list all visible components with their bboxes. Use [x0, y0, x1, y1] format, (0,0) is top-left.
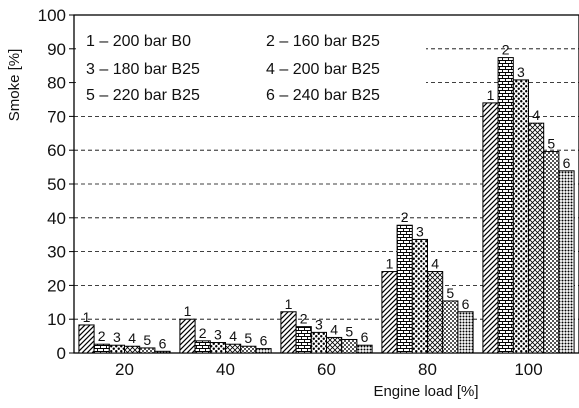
y-tick-label-90: 90	[47, 40, 66, 59]
bar-load60-series1	[280, 311, 297, 354]
legend-item-2: 2 – 160 bar B25	[266, 33, 380, 50]
bar-label-load40-series6: 6	[260, 333, 268, 349]
bar-load80-series3	[411, 238, 428, 354]
bar-label-load60-series2: 2	[300, 311, 308, 327]
bar-label-load80-series1: 1	[386, 256, 394, 272]
bar-load40-series6	[255, 348, 272, 354]
y-tick-label-100: 100	[38, 6, 66, 25]
bar-load20-series5	[139, 347, 156, 354]
bar-label-load20-series6: 6	[159, 335, 167, 351]
bar-load60-series3	[310, 331, 327, 354]
bar-load80-series6	[457, 311, 474, 354]
bar-label-load100-series2: 2	[502, 42, 510, 58]
bar-label-load20-series2: 2	[98, 328, 106, 344]
bar-label-load80-series6: 6	[462, 296, 470, 312]
bar-load100-series3	[512, 79, 529, 354]
bar-load40-series5	[240, 345, 257, 354]
bar-load20-series2	[93, 343, 110, 354]
bar-load100-series6	[558, 170, 575, 354]
y-tick-label-60: 60	[47, 141, 66, 160]
x-tick-label-20: 20	[115, 360, 134, 379]
axis-ticks: 0 10 20 30 40 50 60 70 80 90 100 20 40 60 80 100	[38, 6, 543, 379]
x-tick-label-60: 60	[317, 360, 336, 379]
bar-load60-series6	[356, 344, 373, 354]
bar-label-load60-series6: 6	[361, 329, 369, 345]
bar-label-load40-series5: 5	[244, 330, 252, 346]
bar-label-load80-series3: 3	[416, 223, 424, 239]
bar-load20-series6	[154, 350, 171, 354]
legend-background	[76, 24, 426, 108]
bar-label-load40-series1: 1	[184, 303, 192, 319]
y-tick-label-50: 50	[47, 175, 66, 194]
bar-label-load20-series1: 1	[83, 309, 91, 325]
bar-label-load40-series2: 2	[199, 325, 207, 341]
legend-item-1: 1 – 200 bar B0	[86, 33, 191, 50]
y-tick-label-30: 30	[47, 243, 66, 262]
bar-label-load60-series1: 1	[285, 296, 293, 312]
bar-load100-series2	[497, 57, 514, 354]
y-tick-label-10: 10	[47, 310, 66, 329]
y-tick-label-40: 40	[47, 209, 66, 228]
bar-load80-series5	[442, 300, 459, 354]
y-tick-label-80: 80	[47, 74, 66, 93]
legend: 1 – 200 bar B0 2 – 160 bar B25 3 – 180 b…	[76, 24, 426, 108]
bar-label-load60-series4: 4	[330, 321, 338, 337]
bar-load60-series4	[326, 336, 343, 354]
bar-load20-series3	[108, 344, 126, 354]
bar-load40-series1	[179, 318, 196, 354]
x-tick-label-40: 40	[216, 360, 235, 379]
bar-load60-series2	[295, 326, 312, 354]
bar-label-load80-series2: 2	[401, 209, 409, 225]
bar-label-load80-series4: 4	[431, 256, 439, 272]
bar-load40-series3	[209, 342, 227, 354]
legend-item-6: 6 – 240 bar B25	[266, 87, 380, 104]
bar-load80-series2	[396, 224, 413, 354]
y-tick-label-0: 0	[57, 344, 66, 363]
bar-label-load20-series3: 3	[113, 329, 121, 345]
bar-label-load60-series3: 3	[315, 316, 323, 332]
bar-load80-series4	[427, 271, 444, 354]
y-axis-title: Smoke [%]	[6, 49, 23, 122]
bar-load40-series2	[194, 340, 211, 354]
bar-load100-series4	[528, 122, 545, 354]
bar-label-load100-series1: 1	[487, 87, 495, 103]
y-tick-label-70: 70	[47, 107, 66, 126]
bar-label-load60-series5: 5	[345, 323, 353, 339]
bar-load40-series4	[225, 343, 242, 354]
bar-load20-series4	[124, 345, 141, 354]
bar-load100-series1	[482, 102, 499, 354]
bar-load100-series5	[543, 151, 560, 354]
legend-item-5: 5 – 220 bar B25	[86, 87, 200, 104]
bar-label-load100-series3: 3	[517, 64, 525, 80]
bar-load60-series5	[341, 338, 358, 354]
bar-label-load100-series6: 6	[563, 155, 571, 171]
x-tick-label-100: 100	[514, 360, 542, 379]
legend-item-3: 3 – 180 bar B25	[86, 61, 200, 78]
bar-label-load40-series4: 4	[229, 328, 237, 344]
bar-label-load40-series3: 3	[214, 327, 222, 343]
y-tick-label-20: 20	[47, 276, 66, 295]
bar-label-load80-series5: 5	[446, 285, 454, 301]
x-axis-title: Engine load [%]	[373, 383, 478, 400]
bar-label-load20-series4: 4	[128, 330, 136, 346]
bar-label-load20-series5: 5	[143, 332, 151, 348]
legend-item-4: 4 – 200 bar B25	[266, 61, 380, 78]
bar-load20-series1	[78, 324, 95, 354]
bar-label-load100-series5: 5	[547, 136, 555, 152]
bar-load80-series1	[381, 271, 398, 354]
bar-label-load100-series4: 4	[532, 107, 540, 123]
x-tick-label-80: 80	[418, 360, 437, 379]
